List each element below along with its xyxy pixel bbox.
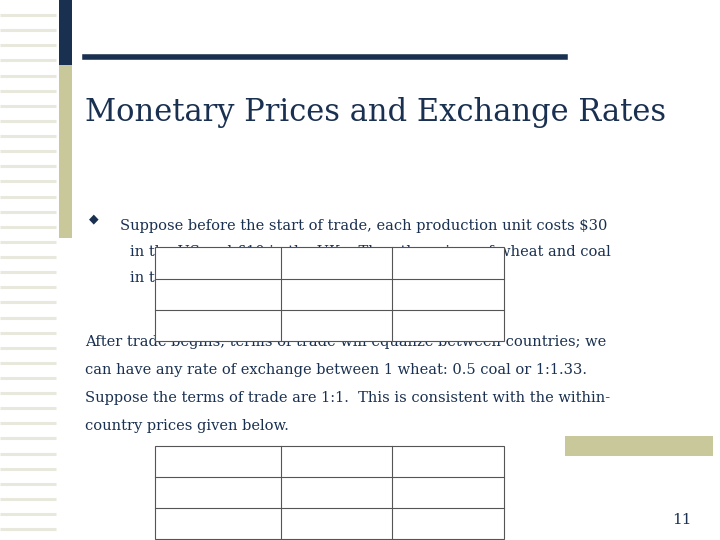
Text: Wheat: Wheat	[424, 454, 472, 468]
Text: Wheat: Wheat	[424, 256, 472, 270]
Text: Monetary Prices and Exchange Rates: Monetary Prices and Exchange Rates	[85, 97, 666, 128]
Text: £30/ton: £30/ton	[308, 319, 365, 333]
Text: $30/ton: $30/ton	[308, 485, 365, 500]
Text: £30/ton: £30/ton	[420, 517, 477, 531]
Text: £30/ton: £30/ton	[308, 517, 365, 531]
Text: can have any rate of exchange between 1 wheat: 0.5 coal or 1:1.33.: can have any rate of exchange between 1 …	[85, 363, 587, 377]
Text: Coal: Coal	[320, 454, 354, 468]
Text: Suppose before the start of trade, each production unit costs $30: Suppose before the start of trade, each …	[120, 219, 607, 233]
Text: US: US	[207, 287, 229, 301]
Text: UK: UK	[206, 517, 230, 531]
Text: UK: UK	[206, 319, 230, 333]
Text: in the US and £10 in the UK.   Then the prices of wheat and coal: in the US and £10 in the UK. Then the pr…	[130, 245, 611, 259]
Text: $30/ton: $30/ton	[420, 287, 477, 301]
Text: Suppose the terms of trade are 1:1.  This is consistent with the within-: Suppose the terms of trade are 1:1. This…	[85, 391, 610, 405]
Text: ◆: ◆	[89, 212, 98, 225]
Text: 11: 11	[672, 512, 691, 526]
Text: in the two countries will be:: in the two countries will be:	[130, 271, 338, 285]
Text: US: US	[207, 485, 229, 500]
Text: $60/ton: $60/ton	[308, 287, 365, 301]
Text: £40/ton: £40/ton	[420, 319, 477, 333]
Text: Coal: Coal	[320, 256, 354, 270]
Text: $30/ton: $30/ton	[420, 485, 477, 500]
Text: After trade begins, terms of trade will equalize between countries; we: After trade begins, terms of trade will …	[85, 335, 606, 349]
Text: country prices given below.: country prices given below.	[85, 419, 289, 433]
Text: P.V. Viswanath: P.V. Viswanath	[310, 512, 410, 526]
